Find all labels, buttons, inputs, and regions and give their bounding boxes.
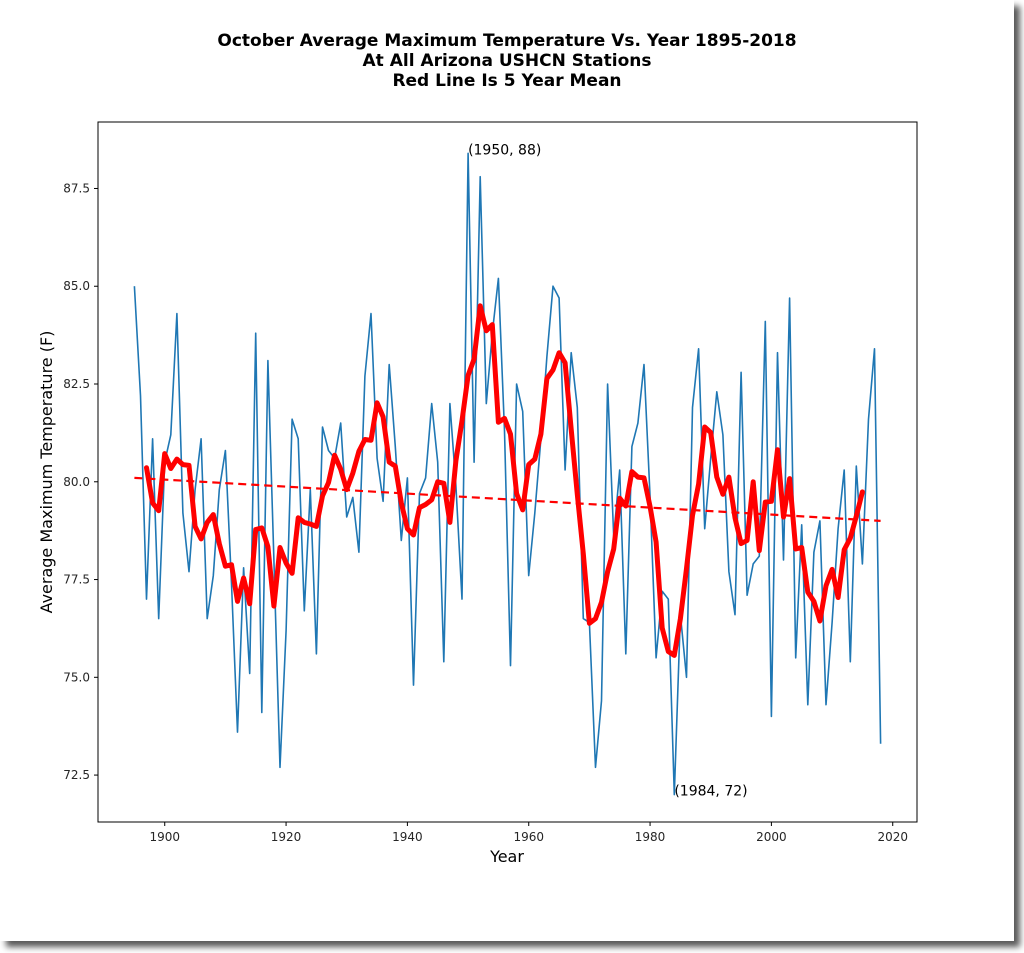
- chart-title-line-1: October Average Maximum Temperature Vs. …: [217, 31, 796, 51]
- x-tick-label: 1900: [149, 830, 180, 844]
- x-axis-label: Year: [489, 847, 524, 866]
- chart-title-line-2: At All Arizona USHCN Stations: [363, 51, 652, 71]
- x-tick-label: 1960: [513, 830, 544, 844]
- trend-line: [134, 476, 881, 522]
- annotation-label: (1950, 88): [468, 142, 541, 158]
- y-tick-label: 87.5: [63, 181, 90, 195]
- y-axis-label: Average Maximum Temperature (F): [37, 331, 56, 614]
- y-tick-label: 75.0: [63, 670, 90, 684]
- y-tick-label: 77.5: [63, 573, 90, 587]
- annotation-label: (1984, 72): [674, 784, 747, 800]
- y-tick-label: 85.0: [63, 279, 90, 293]
- y-tick-label: 82.5: [63, 377, 90, 391]
- y-tick-label: 80.0: [63, 475, 90, 489]
- chart-title-line-3: Red Line Is 5 Year Mean: [392, 71, 621, 91]
- annotations: (1950, 88) (1984, 72): [468, 142, 748, 799]
- y-axis: 72.5 75.0 77.5 80.0 82.5 85.0 87.5: [63, 181, 98, 782]
- plot-area: [133, 152, 882, 796]
- x-tick-label: 1980: [635, 830, 666, 844]
- five-year-mean-line: [144, 303, 865, 658]
- x-tick-label: 2020: [877, 830, 908, 844]
- x-tick-label: 1920: [271, 830, 302, 844]
- chart-title-group: October Average Maximum Temperature Vs. …: [217, 31, 796, 91]
- x-tick-label: 1940: [392, 830, 423, 844]
- annual-temperature-line: [133, 152, 882, 796]
- x-tick-label: 2000: [756, 830, 787, 844]
- x-axis: 1900 1920 1940 1960 1980 2000 2020: [149, 822, 908, 844]
- y-tick-label: 72.5: [63, 768, 90, 782]
- axes-frame: [97, 121, 918, 823]
